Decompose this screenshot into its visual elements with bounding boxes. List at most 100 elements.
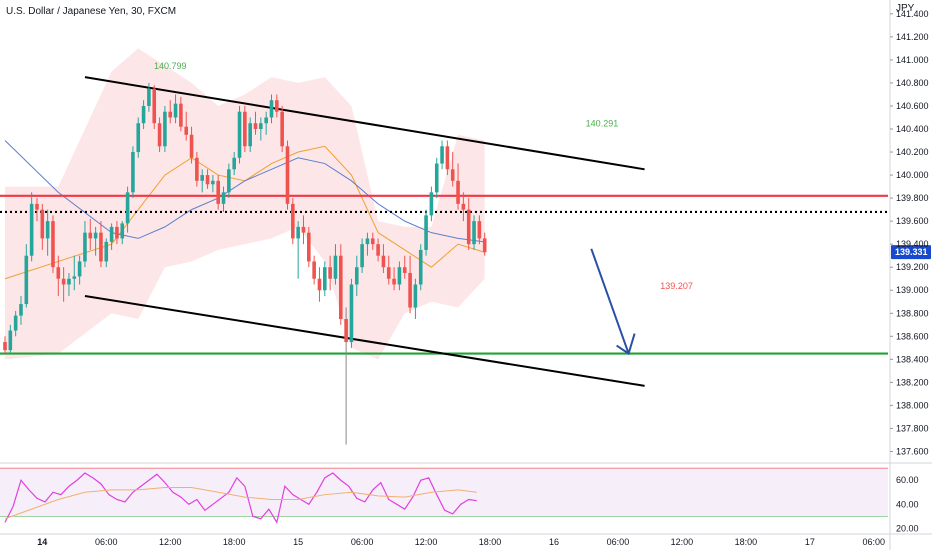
candle-body <box>173 103 178 118</box>
candle-body <box>333 255 338 279</box>
keltner-band-area <box>5 48 485 360</box>
price-tick-label: 140.800 <box>896 78 929 88</box>
price-tick-label: 138.000 <box>896 400 929 410</box>
candle-body <box>109 226 114 242</box>
candle-body <box>29 203 34 256</box>
price-tick-label: 140.600 <box>896 101 929 111</box>
projection-arrow[interactable] <box>590 248 636 356</box>
candle-body <box>440 146 444 164</box>
candle-body <box>280 111 284 147</box>
price-tick-label: 139.600 <box>896 216 929 226</box>
time-tick-label: 06:00 <box>863 537 886 547</box>
candle-body <box>163 111 167 147</box>
candle-body <box>232 157 236 170</box>
candle-body <box>13 315 18 331</box>
candle-body <box>24 255 29 305</box>
time-tick-label: 16 <box>549 537 559 547</box>
time-tick-label: 12:00 <box>671 537 694 547</box>
candle-body <box>195 157 199 181</box>
time-tick-label: 12:00 <box>159 537 182 547</box>
candle-body <box>323 267 327 291</box>
candle-body <box>99 232 103 262</box>
candle-body <box>45 221 50 239</box>
candle-body <box>35 203 39 210</box>
candle-body <box>376 244 380 256</box>
candle-body <box>338 255 343 320</box>
time-tick-label: 15 <box>293 537 303 547</box>
candle-body <box>56 267 61 279</box>
candle-body <box>221 192 226 204</box>
projection-arrow-shaft <box>590 248 630 354</box>
candle-body <box>392 278 396 285</box>
candle-body <box>402 267 407 273</box>
candle-body <box>386 267 391 279</box>
candle-body <box>40 209 45 239</box>
projection-arrow-head <box>616 333 636 356</box>
candle-body <box>472 221 476 245</box>
candle-body <box>365 238 370 245</box>
chart-title: U.S. Dollar / Japanese Yen, 30, FXCM <box>6 6 176 17</box>
candle-body <box>104 241 109 262</box>
rsi-signal-line <box>4 486 477 520</box>
price-tick-label: 140.000 <box>896 170 929 180</box>
time-tick-label: 06:00 <box>607 537 630 547</box>
candle-body <box>482 238 487 253</box>
rsi-line <box>4 472 477 524</box>
candle-body <box>120 223 125 239</box>
candle-body <box>408 272 412 308</box>
candle-body <box>168 111 173 118</box>
time-tick-label: 14 <box>37 537 47 547</box>
price-tick-label: 140.400 <box>896 124 929 134</box>
price-annotation: 140.799 <box>154 61 187 71</box>
candle-body <box>147 88 151 106</box>
price-tick-label: 137.600 <box>896 446 929 456</box>
price-tick-label: 138.200 <box>896 377 929 387</box>
candle-body <box>344 319 348 343</box>
candle-body <box>291 203 295 239</box>
candle-body <box>8 330 13 351</box>
candle-body <box>131 152 135 193</box>
price-annotation: 139.207 <box>660 281 693 291</box>
candle-body <box>237 111 242 158</box>
time-tick-label: 06:00 <box>95 537 118 547</box>
candle-body <box>450 169 455 181</box>
candle-body <box>125 192 130 224</box>
candle-body <box>259 123 263 129</box>
candle-body <box>72 276 77 279</box>
price-tick-label: 139.200 <box>896 262 929 272</box>
price-tick-label: 138.600 <box>896 331 929 341</box>
candle-body <box>243 111 247 147</box>
price-tick-label: 139.400 <box>896 239 929 249</box>
candle-body <box>418 249 423 285</box>
lower-channel <box>84 295 645 387</box>
candle-body <box>312 261 316 279</box>
last-price-tag <box>891 245 931 260</box>
candle-body <box>61 278 66 285</box>
price-annotation: 140.291 <box>586 119 619 129</box>
candle-body <box>141 105 146 124</box>
candle-body <box>445 146 450 170</box>
candle-body <box>157 123 162 147</box>
price-tick-label: 141.000 <box>896 55 929 65</box>
rsi-tick-label: 40.00 <box>896 499 919 509</box>
rsi-pane <box>0 467 888 524</box>
candle-body <box>115 226 119 239</box>
candle-body <box>477 221 482 239</box>
candle-body <box>397 267 402 285</box>
moving-average-line-2 <box>4 140 485 243</box>
channel-trendlines[interactable] <box>84 76 645 387</box>
candle-body <box>211 180 215 185</box>
candle-body <box>296 226 300 239</box>
candlesticks <box>3 82 487 445</box>
candle-body <box>328 267 332 279</box>
time-tick-label: 18:00 <box>479 537 502 547</box>
candle-body <box>184 126 189 135</box>
time-tick-label: 06:00 <box>351 537 374 547</box>
candle-body <box>461 203 466 210</box>
candle-body <box>227 169 231 193</box>
rsi-tick-label: 20.00 <box>896 523 919 533</box>
candle-body <box>381 255 386 268</box>
candle-body <box>93 232 98 239</box>
